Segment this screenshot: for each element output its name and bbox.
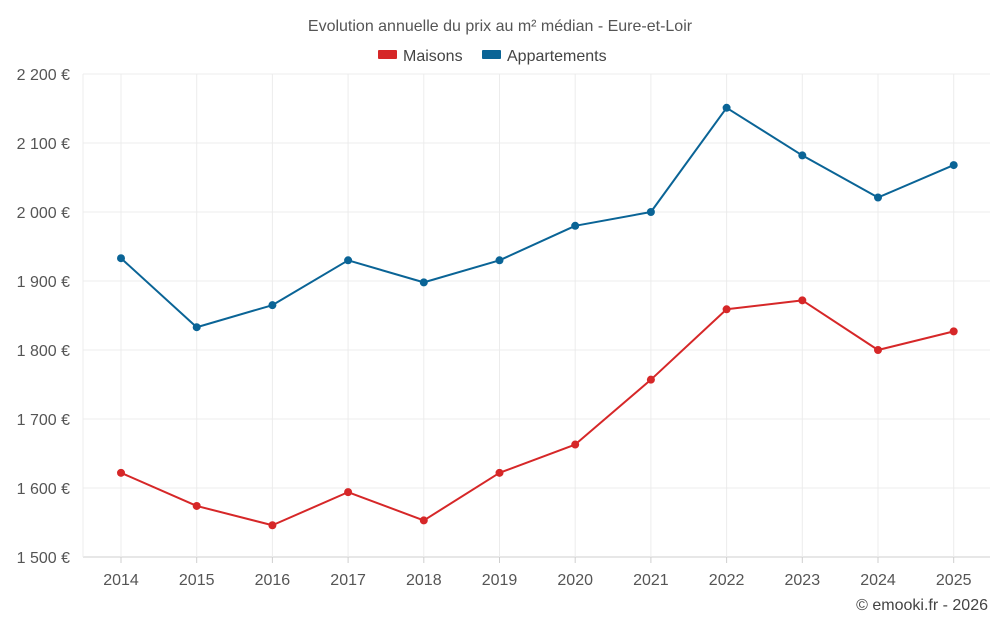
legend-swatch-maisons <box>378 50 397 59</box>
grid <box>82 73 990 558</box>
plot-area <box>117 103 958 530</box>
legend-item-maisons[interactable]: Maisons <box>378 48 463 65</box>
data-point-maisons[interactable] <box>419 516 428 525</box>
data-point-appartements[interactable] <box>344 256 353 265</box>
x-tick-label: 2024 <box>860 572 896 589</box>
data-point-maisons[interactable] <box>192 501 201 510</box>
data-point-maisons[interactable] <box>571 440 580 449</box>
data-point-appartements[interactable] <box>874 193 882 202</box>
x-tick-label: 2015 <box>179 572 215 589</box>
x-tick-label: 2020 <box>557 572 593 589</box>
legend: Maisons Appartements <box>378 48 607 65</box>
x-tick-label: 2014 <box>103 572 139 589</box>
data-point-appartements[interactable] <box>117 254 125 263</box>
x-tick-label: 2018 <box>406 572 442 589</box>
series-appartements <box>117 103 958 332</box>
x-tick-label: 2023 <box>785 572 821 589</box>
data-point-appartements[interactable] <box>495 256 504 265</box>
y-tick-label: 1 900 € <box>17 274 70 291</box>
y-tick-label: 1 700 € <box>17 412 70 429</box>
data-point-appartements[interactable] <box>949 161 958 170</box>
y-tick-label: 2 100 € <box>17 136 70 153</box>
x-tick-label: 2016 <box>255 572 291 589</box>
series-line-maisons <box>120 299 954 527</box>
chart-title: Evolution annuelle du prix au m² médian … <box>308 18 693 35</box>
data-point-maisons[interactable] <box>117 468 125 477</box>
data-point-appartements[interactable] <box>192 323 201 332</box>
data-point-maisons[interactable] <box>495 468 504 477</box>
y-tick-label: 2 200 € <box>17 67 70 84</box>
x-tick-label: 2022 <box>709 572 745 589</box>
data-point-appartements[interactable] <box>571 221 580 230</box>
data-point-maisons[interactable] <box>798 296 807 305</box>
data-point-maisons[interactable] <box>949 327 958 336</box>
credit-text: © emooki.fr - 2026 <box>856 597 988 614</box>
data-point-appartements[interactable] <box>646 208 655 216</box>
axes: 1 500 € 1 600 € 1 700 € 1 800 € 1 900 € 2 000… <box>17 67 972 589</box>
legend-label-maisons: Maisons <box>403 48 463 65</box>
y-tick-label: 1 800 € <box>17 343 70 360</box>
data-point-maisons[interactable] <box>722 305 731 314</box>
y-tick-label: 2 000 € <box>17 205 70 222</box>
x-tick-label: 2021 <box>633 572 669 589</box>
data-point-maisons[interactable] <box>268 521 277 530</box>
data-point-appartements[interactable] <box>419 278 428 287</box>
x-tick-label: 2025 <box>936 572 972 589</box>
series-line-appartements <box>120 106 955 329</box>
y-tick-label: 1 500 € <box>17 550 70 567</box>
data-point-appartements[interactable] <box>268 301 277 310</box>
series-maisons <box>117 296 958 530</box>
data-point-appartements[interactable] <box>722 103 731 112</box>
data-point-maisons[interactable] <box>344 488 353 497</box>
x-tick-label: 2017 <box>330 572 366 589</box>
data-point-appartements[interactable] <box>798 151 807 160</box>
data-point-maisons[interactable] <box>646 375 655 384</box>
y-tick-label: 1 600 € <box>17 481 70 498</box>
legend-swatch-appartements <box>482 50 501 59</box>
legend-item-appartements[interactable]: Appartements <box>482 48 607 65</box>
x-tick-label: 2019 <box>482 572 518 589</box>
data-point-maisons[interactable] <box>874 346 882 354</box>
legend-label-appartements: Appartements <box>507 48 607 65</box>
